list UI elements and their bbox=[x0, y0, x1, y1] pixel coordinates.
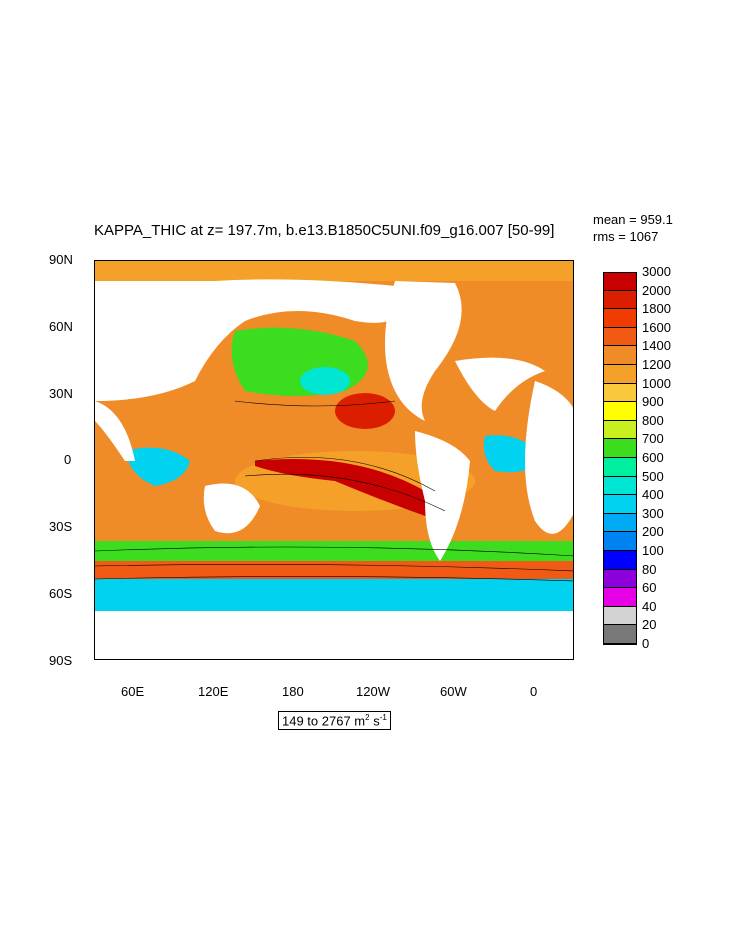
colorbar-level-label: 2000 bbox=[642, 282, 671, 298]
south-america-land bbox=[415, 431, 470, 561]
colorbar-swatch bbox=[603, 513, 637, 533]
colorbar-swatch bbox=[603, 588, 637, 607]
lon-label-0: 0 bbox=[530, 684, 538, 699]
colorbar-swatch bbox=[603, 550, 637, 570]
southern-red-band bbox=[95, 561, 573, 579]
lon-label-120w: 120W bbox=[356, 684, 390, 699]
colorbar-swatch bbox=[603, 383, 637, 403]
colorbar-level-label: 80 bbox=[642, 561, 657, 577]
colorbar-level-label: 60 bbox=[642, 580, 657, 596]
colorbar-swatch bbox=[603, 439, 637, 458]
colorbar-level-label: 1600 bbox=[642, 319, 671, 335]
colorbar-level-label: 40 bbox=[642, 598, 657, 614]
colorbar-level-label: 200 bbox=[642, 524, 664, 540]
colorbar-swatch bbox=[603, 327, 637, 347]
colorbar-swatch bbox=[603, 625, 637, 644]
colorbar-level-label: 700 bbox=[642, 431, 664, 447]
range-prefix: 149 to 2767 m bbox=[282, 713, 366, 729]
stats-box: mean = 959.1 rms = 1067 bbox=[593, 211, 673, 245]
lon-label-120e: 120E bbox=[198, 684, 229, 699]
colorbar bbox=[603, 272, 637, 644]
plot-title: KAPPA_THIC at z= 197.7m, b.e13.B1850C5UN… bbox=[94, 222, 555, 239]
africa-land bbox=[525, 381, 573, 534]
australia-land bbox=[203, 483, 260, 534]
colorbar-level-label: 100 bbox=[642, 543, 664, 558]
lat-label-30n: 30N bbox=[49, 386, 73, 401]
lat-label-90s: 90S bbox=[49, 653, 73, 668]
lat-label-60s: 60S bbox=[49, 586, 73, 601]
colorbar-level-label: 1200 bbox=[642, 357, 671, 372]
colorbar-swatch bbox=[603, 420, 637, 440]
colorbar-swatch bbox=[603, 402, 637, 421]
range-sup-2: -1 bbox=[379, 713, 387, 722]
arctic-ocean bbox=[95, 261, 573, 281]
lat-label-90n: 90N bbox=[49, 252, 73, 267]
colorbar-swatch bbox=[603, 476, 637, 496]
colorbar-swatch bbox=[603, 495, 637, 514]
colorbar-level-label: 800 bbox=[642, 412, 664, 428]
colorbar-level-label: 1400 bbox=[642, 338, 671, 354]
colorbar-level-label: 400 bbox=[642, 487, 664, 503]
range-sup-1: 2 bbox=[365, 713, 370, 722]
lat-label-30s: 30S bbox=[49, 519, 73, 534]
colorbar-swatch bbox=[603, 532, 637, 551]
antarctic-shelf bbox=[95, 579, 573, 614]
colorbar-swatch bbox=[603, 309, 637, 328]
lon-label-60w: 60W bbox=[440, 684, 467, 699]
colorbar-swatch bbox=[603, 272, 637, 291]
map-panel bbox=[94, 260, 574, 660]
colorbar-level-label: 1000 bbox=[642, 375, 671, 391]
colorbar-level-label: 600 bbox=[642, 450, 664, 465]
colorbar-swatch bbox=[603, 457, 637, 477]
lat-label-0: 0 bbox=[64, 452, 72, 467]
colorbar-level-label: 500 bbox=[642, 468, 664, 484]
lon-label-180: 180 bbox=[282, 684, 304, 699]
colorbar-level-label: 900 bbox=[642, 394, 664, 410]
range-label: 149 to 2767 m2 s-1 bbox=[278, 711, 391, 731]
antarctica-land bbox=[95, 611, 573, 659]
greenland-land bbox=[455, 357, 545, 411]
north-pacific-high bbox=[335, 393, 395, 429]
north-pacific-cyan bbox=[300, 367, 350, 395]
range-mid: s bbox=[369, 713, 380, 729]
rms-value: rms = 1067 bbox=[593, 229, 659, 244]
colorbar-level-label: 20 bbox=[642, 617, 657, 633]
north-america-land bbox=[385, 281, 462, 421]
india-land bbox=[95, 401, 135, 461]
indian-ocean-cyan bbox=[125, 447, 190, 486]
contour-lines bbox=[95, 400, 573, 582]
eurasia-land bbox=[95, 279, 400, 401]
colorbar-swatch bbox=[603, 290, 637, 310]
colorbar-level-label: 300 bbox=[642, 505, 664, 521]
colorbar-level-label: 3000 bbox=[642, 264, 671, 279]
colorbar-level-label: 0 bbox=[642, 636, 650, 651]
colorbar-swatch bbox=[603, 606, 637, 626]
lat-label-60n: 60N bbox=[49, 319, 73, 334]
colorbar-swatch bbox=[603, 364, 637, 384]
colorbar-swatch bbox=[603, 346, 637, 365]
colorbar-swatch bbox=[603, 569, 637, 589]
lon-label-60e: 60E bbox=[121, 684, 145, 699]
mean-value: mean = 959.1 bbox=[593, 212, 673, 227]
ocean-field-map bbox=[95, 261, 573, 659]
colorbar-level-label: 1800 bbox=[642, 301, 671, 317]
